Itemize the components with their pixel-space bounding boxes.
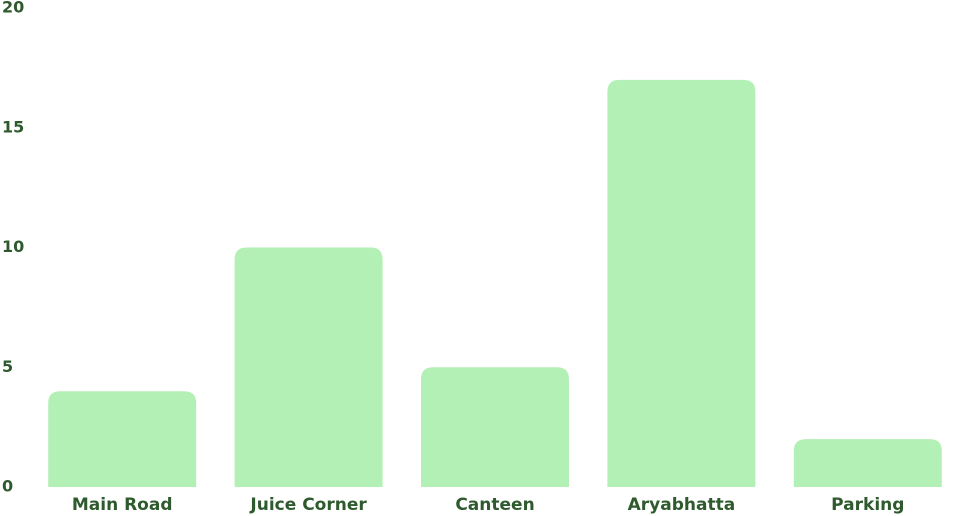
x-category-label: Parking xyxy=(831,495,904,515)
x-category-label: Aryabhatta xyxy=(628,495,736,515)
y-tick-label: 15 xyxy=(2,117,24,136)
bar-canteen[interactable] xyxy=(421,367,569,487)
x-category-label: Juice Corner xyxy=(249,495,367,515)
y-tick-label: 5 xyxy=(2,357,13,376)
bar-parking[interactable] xyxy=(793,439,942,487)
x-axis: Main Road Juice Corner Canteen Aryabhatta Pa… xyxy=(72,495,905,515)
bars xyxy=(48,79,942,488)
y-axis: 0 5 10 15 20 xyxy=(2,0,24,496)
y-tick-label: 0 xyxy=(2,477,13,496)
bar-main-road[interactable] xyxy=(48,391,197,487)
bar-juice-corner[interactable] xyxy=(234,247,383,488)
x-category-label: Canteen xyxy=(455,495,534,515)
x-category-label: Main Road xyxy=(72,495,173,515)
y-tick-label: 10 xyxy=(2,237,24,256)
bar-aryabhatta[interactable] xyxy=(607,79,756,487)
y-tick-label: 20 xyxy=(2,0,24,17)
